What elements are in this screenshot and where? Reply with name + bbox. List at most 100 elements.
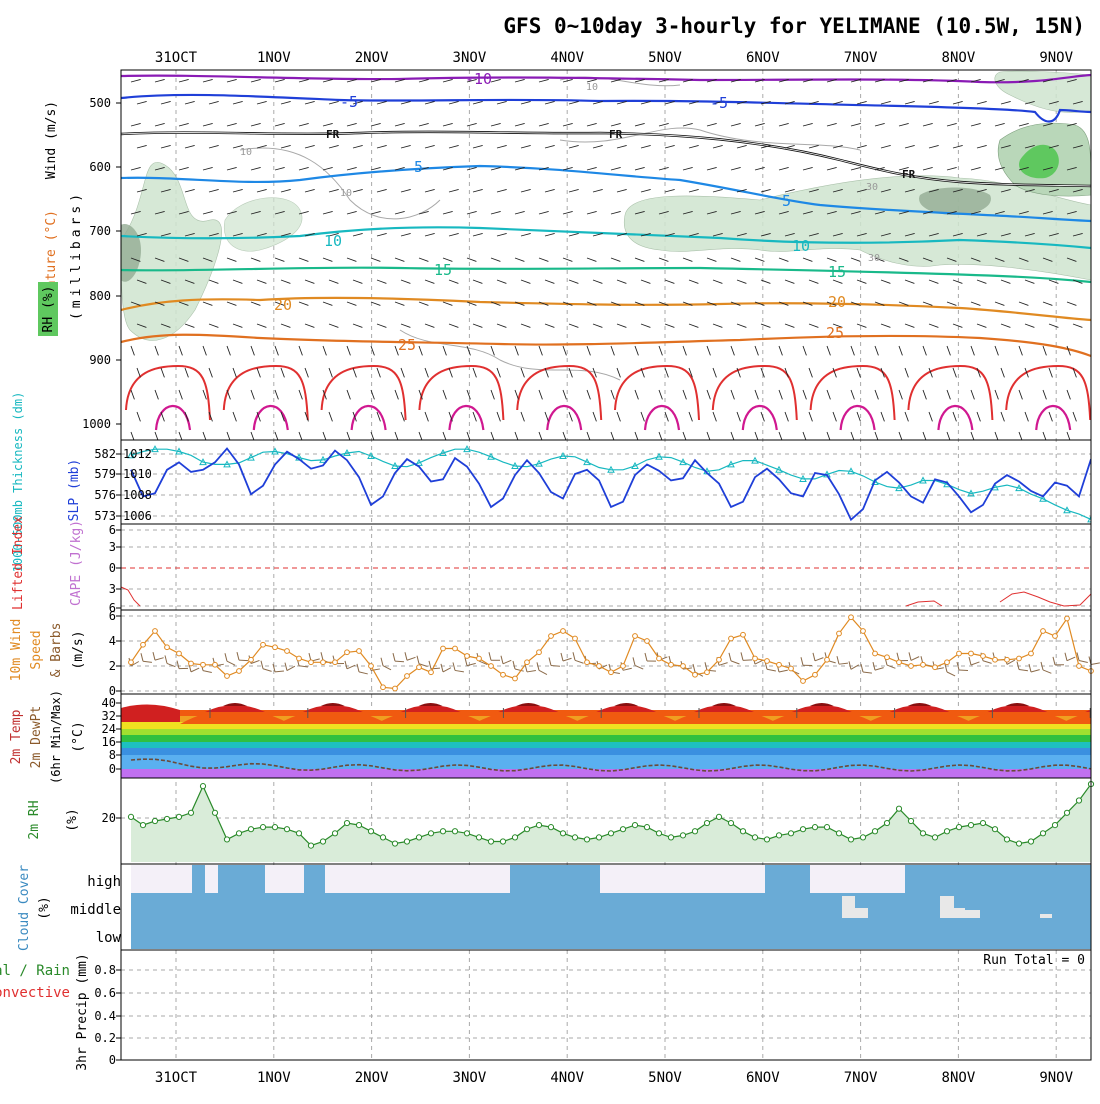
wind-barb — [827, 167, 837, 170]
rh-marker — [332, 831, 337, 836]
wind-speed-marker — [129, 660, 134, 665]
day-label-bottom: 31OCT — [155, 1070, 198, 1086]
wind-barb-shaft — [815, 658, 823, 661]
wind-barb — [809, 280, 818, 283]
wind-barb — [929, 412, 932, 421]
temp-color-band — [121, 729, 1091, 735]
wind-barb — [977, 145, 987, 148]
wind-barb — [731, 123, 741, 126]
temp-color-band — [121, 742, 1091, 748]
wind-barb — [665, 324, 674, 327]
rh-marker — [764, 837, 769, 842]
label-freezing-c: FR — [902, 168, 916, 181]
wind-barb — [305, 280, 314, 283]
wind-barb — [635, 346, 638, 355]
wind-barb — [323, 258, 332, 261]
wind-barb — [881, 101, 891, 104]
wind-barb — [731, 167, 741, 170]
wind-barb — [1049, 324, 1058, 327]
wind-barb — [377, 189, 387, 192]
wind-barb-shaft — [527, 671, 536, 672]
wind-barb — [545, 189, 555, 192]
heating-contour-red — [322, 366, 406, 420]
wind-barb — [827, 346, 830, 355]
wind-barb — [779, 258, 788, 261]
heating-contour-red — [908, 366, 992, 420]
wind-speed-marker — [213, 662, 218, 667]
wind-speed-marker — [405, 674, 410, 679]
wind-barb — [227, 302, 236, 305]
label-rh10-c: 10 — [340, 188, 352, 199]
wind-barb — [491, 390, 494, 399]
temp-peak-red — [303, 705, 363, 712]
wind-barb — [233, 101, 243, 104]
heating-contour-magenta — [841, 406, 875, 430]
wind-barb — [1049, 412, 1052, 421]
wind-barb — [227, 123, 237, 126]
wind-barb-shaft — [875, 668, 884, 670]
wind-speed-marker — [369, 664, 374, 669]
wind-barb — [425, 145, 435, 148]
wind-barb — [227, 346, 230, 355]
wind-speed-marker — [561, 629, 566, 634]
label-plus15-a: 15 — [434, 261, 452, 279]
day-label-bottom: 3NOV — [453, 1070, 487, 1086]
wind-barb — [371, 302, 380, 305]
rh-marker — [824, 825, 829, 830]
ylabel-temp-a: 2m Temp — [9, 709, 24, 764]
wind-barb — [587, 167, 597, 170]
wind-barb — [1049, 368, 1052, 377]
contour-plus25 — [121, 335, 1091, 356]
temp-start-peak — [121, 704, 180, 722]
contour-plus15 — [121, 268, 1091, 282]
temp-peak-darkred — [908, 703, 932, 706]
day-label-top: 6NOV — [746, 50, 780, 66]
wind-barb — [995, 390, 998, 399]
label-rh30-a: 30 — [866, 182, 878, 193]
rh-marker — [752, 835, 757, 840]
wind-barb — [251, 302, 260, 305]
wind-barb — [995, 346, 998, 355]
axis-tick-label: 4 — [109, 634, 116, 648]
wind-barb — [569, 280, 578, 283]
wind-barb — [497, 189, 507, 192]
wind10m-speed-line — [131, 617, 1091, 688]
axis-tick-label: 0.2 — [94, 1031, 116, 1045]
frame-cape — [121, 524, 1091, 610]
wind-barb — [473, 412, 476, 421]
wind-barb — [227, 258, 236, 261]
wind-barb — [251, 167, 261, 170]
wind-barb — [521, 145, 531, 148]
wind-barb — [737, 412, 740, 421]
wind-barb — [491, 258, 500, 261]
rh-marker — [728, 820, 733, 825]
label-minus5-b: -5 — [710, 94, 728, 112]
heating-contour-red — [126, 366, 210, 420]
temperature-color-bands — [121, 703, 1100, 778]
wind-barb — [953, 145, 963, 148]
cloud-high-block — [790, 865, 810, 893]
wind-barb — [593, 280, 602, 283]
wind-speed-marker — [1077, 664, 1082, 669]
wind-barb — [395, 258, 404, 261]
wind-barb — [137, 368, 140, 377]
wind-speed-marker — [777, 662, 782, 667]
cloud-level-low: low — [96, 930, 122, 946]
rh-marker — [668, 835, 673, 840]
wind-barb — [227, 390, 230, 399]
wind-barb-flag — [381, 658, 383, 666]
wind-barb — [251, 123, 261, 126]
wind-speed-marker — [141, 642, 146, 647]
wind-barb — [587, 346, 590, 355]
label-minus5-a: -5 — [340, 93, 358, 111]
wind-barb — [323, 346, 326, 355]
wind-barb — [587, 258, 596, 261]
contour-minus10 — [121, 75, 1091, 82]
wind-barb — [1025, 280, 1034, 283]
cloud-high-block — [905, 865, 1091, 893]
heating-contour-magenta — [156, 406, 190, 430]
wind-barb — [155, 390, 158, 399]
axis-tick-label: 576 — [94, 488, 116, 502]
rh-marker — [1076, 798, 1081, 803]
wind-barb-flag — [849, 661, 851, 669]
